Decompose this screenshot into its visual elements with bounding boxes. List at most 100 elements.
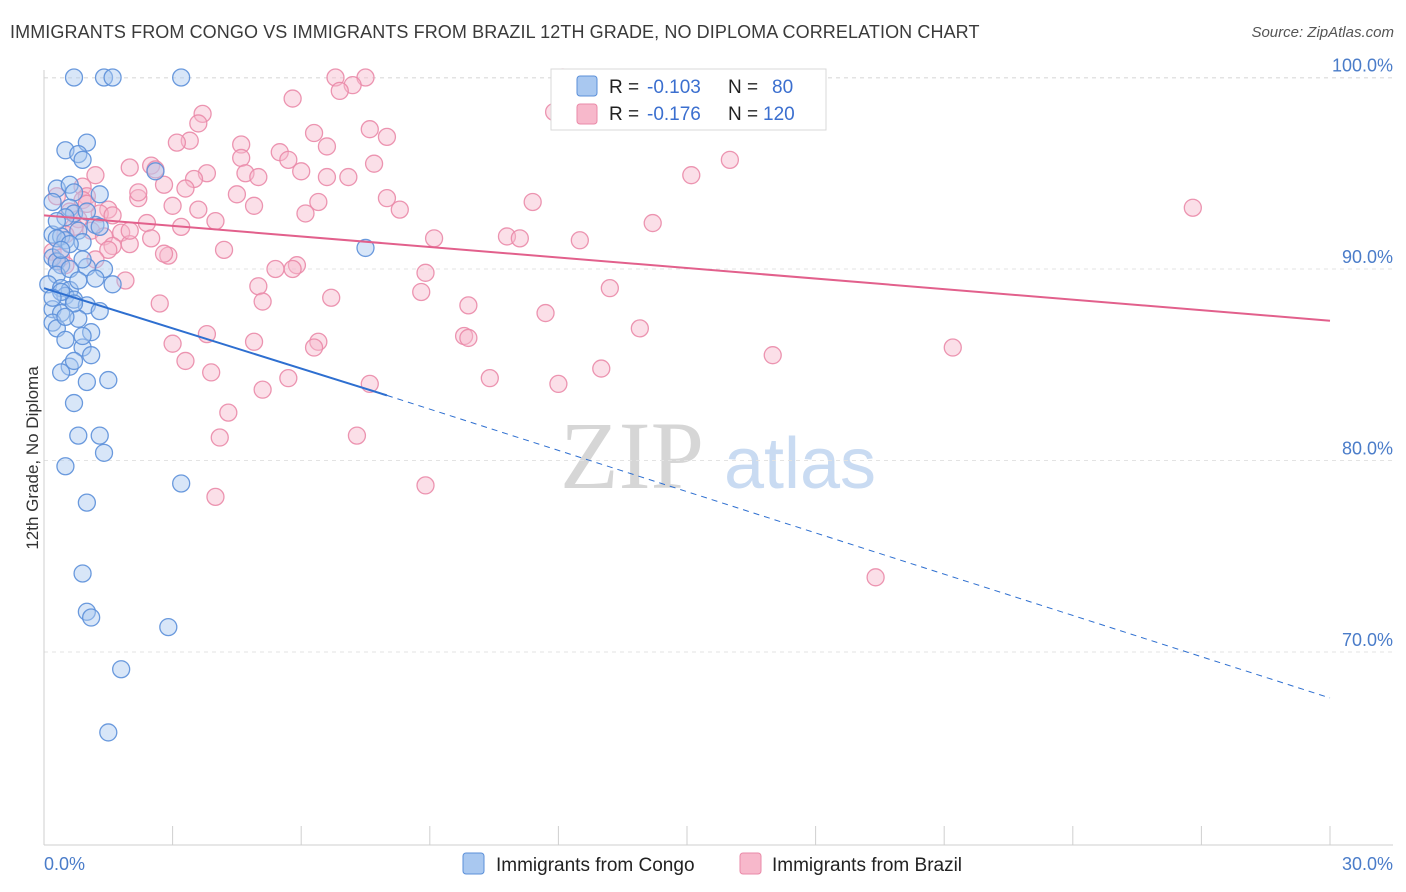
congo-point-54 bbox=[77, 493, 97, 512]
brazil-point-19 bbox=[720, 150, 740, 169]
y-tick-label-90: 90.0% bbox=[1342, 247, 1393, 267]
brazil-point-61 bbox=[424, 229, 444, 248]
congo-point-17 bbox=[90, 217, 109, 237]
series-legend-swatch-brazil bbox=[739, 852, 762, 875]
brazil-point-99 bbox=[549, 374, 568, 394]
legend-swatch-brazil bbox=[576, 103, 598, 125]
brazil-point-15 bbox=[317, 137, 337, 156]
congo-point-51 bbox=[94, 443, 114, 462]
congo-point-7 bbox=[73, 150, 92, 169]
congo-point-34 bbox=[103, 275, 122, 294]
axes bbox=[43, 70, 1393, 846]
brazil-point-45 bbox=[189, 200, 208, 219]
brazil-point-29 bbox=[317, 167, 337, 187]
brazil-point-9 bbox=[360, 120, 379, 139]
brazil-point-13 bbox=[167, 133, 187, 152]
brazil-point-43 bbox=[1183, 198, 1202, 217]
brazil-point-30 bbox=[339, 167, 358, 187]
brazil-point-7 bbox=[193, 104, 212, 124]
congo-point-50 bbox=[90, 426, 109, 445]
series-legend-label-brazil: Immigrants from Brazil bbox=[772, 855, 962, 876]
congo-point-47 bbox=[99, 370, 118, 390]
brazil-point-119 bbox=[377, 188, 397, 208]
brazil-point-91 bbox=[244, 332, 264, 351]
congo-point-2 bbox=[103, 68, 122, 87]
brazil-point-106 bbox=[866, 568, 885, 587]
chart-title: IMMIGRANTS FROM CONGO VS IMMIGRANTS FROM… bbox=[10, 22, 980, 42]
brazil-point-14 bbox=[232, 135, 251, 154]
brazil-point-89 bbox=[304, 338, 324, 357]
legend-r-value-congo: -0.103 bbox=[647, 77, 701, 98]
brazil-point-72 bbox=[283, 259, 302, 279]
y-tick-label-70: 70.0% bbox=[1342, 630, 1393, 650]
brazil-point-105 bbox=[206, 487, 225, 507]
brazil-point-96 bbox=[279, 369, 298, 388]
x-tick-label-max: 30.0% bbox=[1342, 854, 1393, 874]
congo-point-24 bbox=[356, 238, 375, 258]
brazil-point-100 bbox=[253, 380, 272, 399]
brazil-point-103 bbox=[210, 428, 229, 447]
trend-lines bbox=[43, 214, 1331, 699]
congo-point-3 bbox=[172, 68, 191, 87]
brazil-point-41 bbox=[163, 196, 182, 215]
congo-point-64 bbox=[86, 269, 105, 288]
congo-trend-extension bbox=[386, 394, 1331, 699]
congo-points bbox=[39, 68, 375, 742]
brazil-point-20 bbox=[364, 154, 384, 173]
x-ticks bbox=[43, 826, 1331, 845]
congo-point-68 bbox=[56, 330, 75, 350]
congo-point-71 bbox=[77, 202, 97, 221]
brazil-point-81 bbox=[459, 296, 478, 315]
congo-point-27 bbox=[51, 256, 71, 275]
legend-r-label-congo: R = bbox=[609, 77, 639, 98]
congo-point-79 bbox=[64, 351, 84, 371]
legend-n-label-brazil: N = bbox=[728, 104, 758, 125]
brazil-point-94 bbox=[592, 359, 611, 378]
congo-point-46 bbox=[77, 372, 97, 392]
series-legend-label-congo: Immigrants from Congo bbox=[496, 855, 695, 876]
congo-point-8 bbox=[146, 162, 165, 181]
source-label: Source: ZipAtlas.com bbox=[1251, 24, 1394, 41]
congo-point-11 bbox=[64, 183, 84, 202]
brazil-point-22 bbox=[120, 158, 139, 177]
brazil-point-104 bbox=[416, 476, 435, 495]
brazil-point-79 bbox=[253, 292, 272, 311]
congo-point-42 bbox=[82, 323, 101, 342]
brazil-point-53 bbox=[643, 213, 662, 233]
brazil-point-102 bbox=[347, 426, 367, 445]
brazil-point-39 bbox=[309, 192, 328, 212]
brazil-point-46 bbox=[390, 200, 409, 219]
legend-n-value-congo: 80 bbox=[772, 77, 793, 98]
brazil-point-88 bbox=[163, 334, 182, 353]
brazil-point-18 bbox=[279, 150, 298, 169]
brazil-point-76 bbox=[600, 278, 619, 298]
congo-point-70 bbox=[43, 192, 62, 212]
congo-point-59 bbox=[112, 660, 131, 679]
brazil-point-101 bbox=[219, 403, 238, 422]
congo-point-12 bbox=[90, 185, 109, 204]
congo-point-18 bbox=[69, 221, 88, 240]
brazil-point-8 bbox=[189, 114, 208, 133]
congo-point-55 bbox=[73, 564, 92, 583]
brazil-point-75 bbox=[249, 277, 268, 296]
congo-point-69 bbox=[82, 346, 101, 365]
y-tick-label-100: 100.0% bbox=[1332, 56, 1393, 76]
congo-trend-line bbox=[43, 287, 388, 397]
congo-point-0 bbox=[64, 68, 84, 87]
brazil-point-90 bbox=[943, 338, 962, 357]
brazil-point-110 bbox=[99, 240, 118, 260]
congo-point-45 bbox=[51, 363, 71, 382]
brazil-point-60 bbox=[570, 231, 589, 250]
brazil-point-64 bbox=[214, 240, 234, 260]
congo-point-75 bbox=[56, 307, 75, 327]
legend-r-label-brazil: R = bbox=[609, 104, 639, 125]
congo-point-57 bbox=[82, 608, 101, 627]
brazil-point-114 bbox=[296, 204, 315, 223]
brazil-point-118 bbox=[120, 221, 139, 240]
brazil-point-93 bbox=[176, 351, 195, 371]
congo-point-73 bbox=[69, 271, 88, 290]
congo-point-76 bbox=[73, 326, 92, 346]
y-tick-labels: 70.0% 80.0% 90.0% 100.0% bbox=[1332, 56, 1393, 651]
brazil-point-95 bbox=[202, 363, 221, 382]
y-axis-label: 12th Grade, No Diploma bbox=[23, 366, 42, 550]
